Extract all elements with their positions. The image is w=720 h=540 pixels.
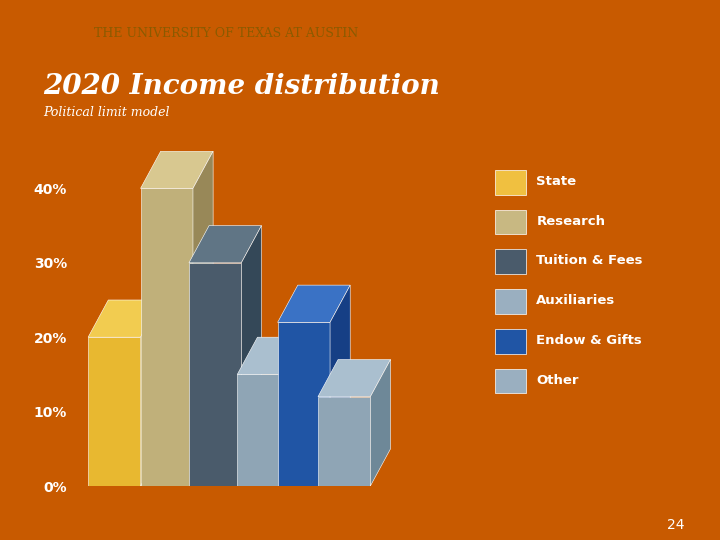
FancyBboxPatch shape bbox=[495, 210, 526, 234]
FancyBboxPatch shape bbox=[495, 368, 526, 393]
Text: State: State bbox=[536, 175, 577, 188]
Text: Tuition & Fees: Tuition & Fees bbox=[536, 254, 643, 267]
Polygon shape bbox=[193, 151, 213, 486]
Polygon shape bbox=[289, 337, 310, 486]
Polygon shape bbox=[140, 151, 213, 188]
FancyBboxPatch shape bbox=[495, 329, 526, 354]
Text: 24: 24 bbox=[667, 518, 684, 532]
Text: Political limit model: Political limit model bbox=[43, 106, 170, 119]
Polygon shape bbox=[88, 300, 161, 337]
Polygon shape bbox=[318, 360, 390, 397]
Polygon shape bbox=[189, 263, 241, 486]
Polygon shape bbox=[278, 285, 350, 322]
Text: Auxiliaries: Auxiliaries bbox=[536, 294, 616, 307]
FancyBboxPatch shape bbox=[495, 289, 526, 314]
Text: 2020 Income distribution: 2020 Income distribution bbox=[43, 73, 440, 100]
Polygon shape bbox=[318, 397, 370, 486]
Polygon shape bbox=[370, 360, 390, 486]
Polygon shape bbox=[189, 226, 261, 263]
Text: Research: Research bbox=[536, 215, 606, 228]
Polygon shape bbox=[241, 226, 261, 486]
Polygon shape bbox=[238, 337, 310, 374]
FancyBboxPatch shape bbox=[495, 170, 526, 194]
Text: Other: Other bbox=[536, 374, 579, 387]
Polygon shape bbox=[330, 285, 350, 486]
Polygon shape bbox=[140, 188, 193, 486]
Polygon shape bbox=[88, 337, 140, 486]
Text: Endow & Gifts: Endow & Gifts bbox=[536, 334, 642, 347]
Text: THE UNIVERSITY OF TEXAS AT AUSTIN: THE UNIVERSITY OF TEXAS AT AUSTIN bbox=[94, 27, 358, 40]
FancyBboxPatch shape bbox=[495, 249, 526, 274]
Polygon shape bbox=[278, 322, 330, 486]
Polygon shape bbox=[238, 374, 289, 486]
Polygon shape bbox=[140, 300, 161, 486]
